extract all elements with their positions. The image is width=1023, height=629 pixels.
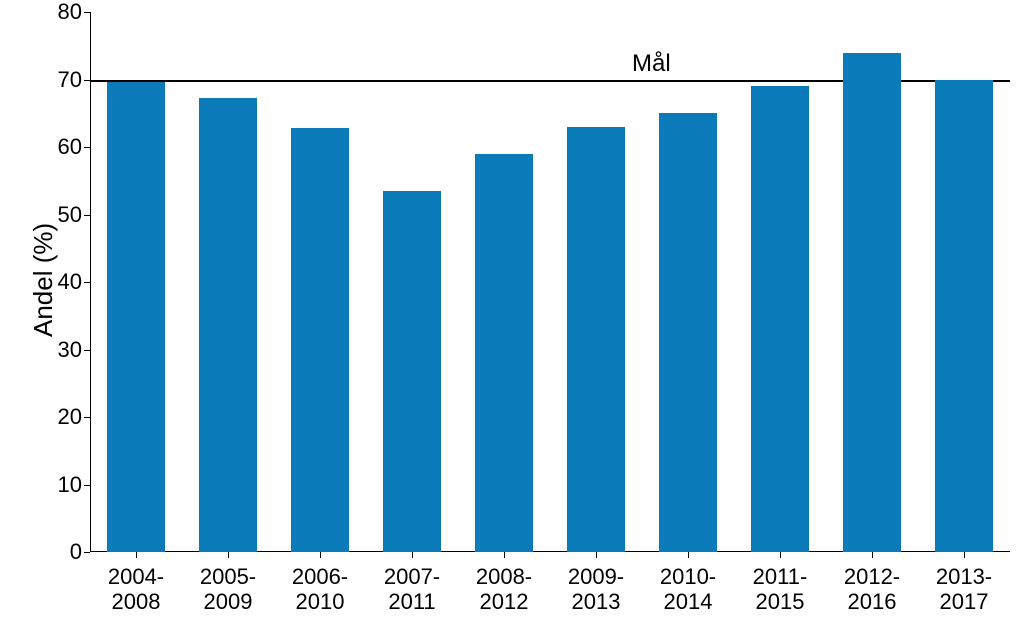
y-tick-label: 40 (42, 269, 82, 295)
bar (383, 191, 440, 552)
bar (843, 53, 900, 553)
x-tick-mark (596, 552, 597, 558)
y-tick-label: 70 (42, 67, 82, 93)
x-tick-label: 2008- 2012 (458, 564, 550, 615)
x-tick-mark (504, 552, 505, 558)
y-tick-mark (84, 485, 90, 486)
bar (291, 128, 348, 552)
x-tick-label: 2005- 2009 (182, 564, 274, 615)
x-tick-label: 2006- 2010 (274, 564, 366, 615)
y-tick-mark (84, 215, 90, 216)
y-tick-mark (84, 350, 90, 351)
x-tick-mark (320, 552, 321, 558)
y-tick-mark (84, 417, 90, 418)
x-tick-mark (964, 552, 965, 558)
bar-chart: Andel (%) Mål 010203040506070802004- 200… (0, 0, 1023, 629)
y-tick-label: 60 (42, 134, 82, 160)
x-tick-label: 2009- 2013 (550, 564, 642, 615)
y-tick-mark (84, 552, 90, 553)
x-tick-mark (872, 552, 873, 558)
x-tick-label: 2012- 2016 (826, 564, 918, 615)
bar (751, 86, 808, 552)
y-tick-label: 10 (42, 472, 82, 498)
x-tick-label: 2013- 2017 (918, 564, 1010, 615)
x-tick-label: 2004- 2008 (90, 564, 182, 615)
y-tick-mark (84, 80, 90, 81)
x-tick-label: 2011- 2015 (734, 564, 826, 615)
plot-area: Mål (90, 12, 1010, 552)
y-tick-label: 50 (42, 202, 82, 228)
bar (107, 82, 164, 552)
y-tick-label: 30 (42, 337, 82, 363)
bar (659, 113, 716, 552)
x-tick-mark (688, 552, 689, 558)
y-tick-label: 0 (42, 539, 82, 565)
y-tick-label: 20 (42, 404, 82, 430)
y-tick-label: 80 (42, 0, 82, 25)
y-tick-mark (84, 12, 90, 13)
y-tick-mark (84, 147, 90, 148)
x-tick-mark (780, 552, 781, 558)
y-axis-line (90, 12, 91, 552)
x-tick-mark (136, 552, 137, 558)
bar (567, 127, 624, 552)
x-tick-label: 2007- 2011 (366, 564, 458, 615)
target-label: Mål (632, 50, 671, 78)
x-tick-label: 2010- 2014 (642, 564, 734, 615)
bar (199, 98, 256, 552)
x-tick-mark (228, 552, 229, 558)
y-tick-mark (84, 282, 90, 283)
x-tick-mark (412, 552, 413, 558)
bar (935, 80, 992, 553)
bar (475, 154, 532, 552)
